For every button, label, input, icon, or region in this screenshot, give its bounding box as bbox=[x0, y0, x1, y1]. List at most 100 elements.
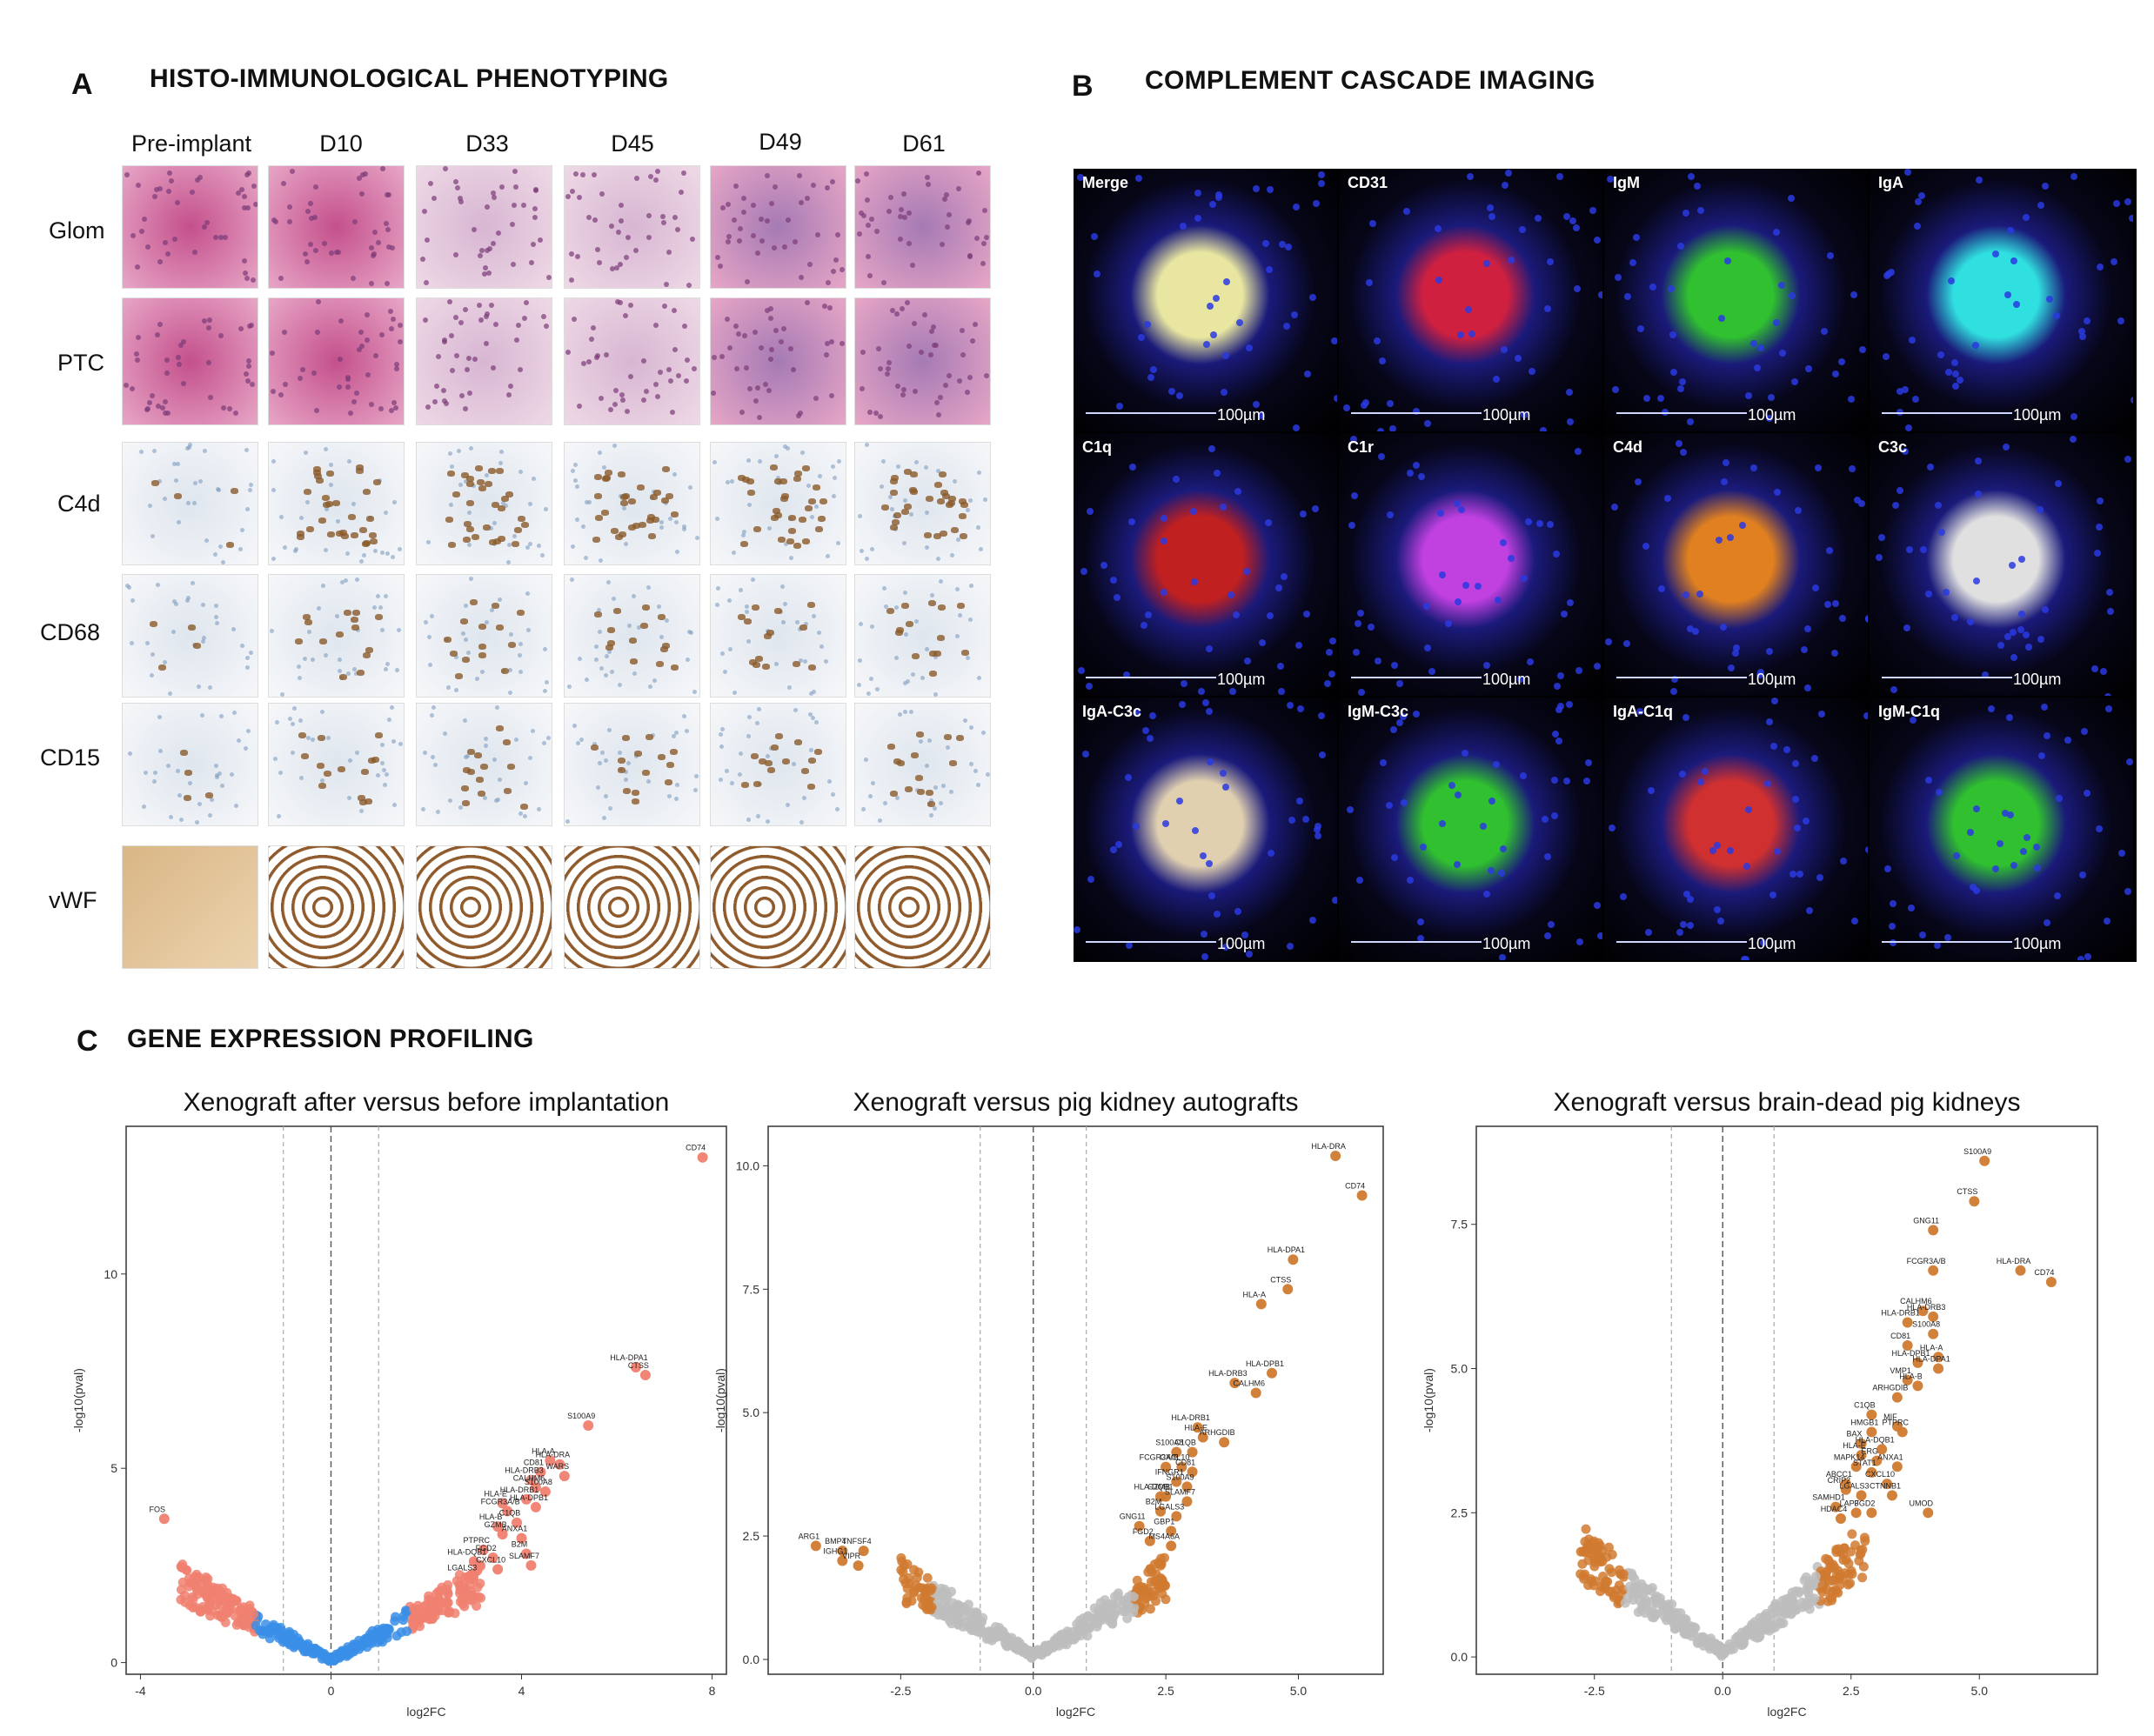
chart-title: Xenograft versus pig kidney autografts bbox=[853, 1088, 1299, 1117]
y-tick-label: 7.5 bbox=[743, 1282, 760, 1296]
scale-bar-label: 100µm bbox=[1482, 935, 1531, 952]
histology-image bbox=[268, 165, 405, 289]
scale-bar bbox=[1616, 412, 1747, 414]
gene-label: CTSS bbox=[1270, 1275, 1291, 1284]
gene-label: MS4A6A bbox=[1148, 1532, 1180, 1540]
labeled-gene-point bbox=[1856, 1438, 1867, 1449]
gene-label: GNG11 bbox=[1913, 1216, 1939, 1225]
gene-label: WARS bbox=[545, 1462, 569, 1471]
chart-title: Xenograft versus brain-dead pig kidneys bbox=[1554, 1088, 2021, 1117]
labeled-gene-point bbox=[1896, 1426, 1908, 1438]
histology-image bbox=[854, 297, 991, 425]
scale-bar bbox=[1351, 941, 1482, 943]
gene-point bbox=[1826, 1576, 1836, 1586]
y-tick-label: 0.0 bbox=[1451, 1650, 1468, 1664]
scale-bar-label: 100µm bbox=[1748, 935, 1796, 952]
histology-image bbox=[122, 845, 258, 969]
gene-label: HLA-DPB1 bbox=[1246, 1359, 1284, 1368]
y-tick-label: 0.0 bbox=[743, 1653, 760, 1666]
x-tick-label: 0.0 bbox=[1025, 1684, 1042, 1698]
gene-label: GZMB bbox=[485, 1520, 507, 1529]
gene-label: TNFSF4 bbox=[842, 1537, 872, 1546]
gene-point bbox=[472, 1582, 483, 1592]
fluorescence-image: IgA-C3c 100µm bbox=[1074, 698, 1337, 960]
gene-label: HLA-DPA1 bbox=[610, 1353, 647, 1362]
gene-label: S100A8 bbox=[1155, 1439, 1183, 1447]
gene-label: ARHGDIB bbox=[1200, 1428, 1235, 1437]
gene-point bbox=[1153, 1575, 1163, 1586]
histology-image bbox=[854, 703, 991, 826]
gene-point bbox=[398, 1611, 409, 1621]
labeled-gene-point bbox=[1166, 1526, 1177, 1537]
labeled-gene-point bbox=[1171, 1476, 1182, 1487]
gene-point bbox=[1757, 1613, 1768, 1624]
gene-point bbox=[1662, 1615, 1672, 1626]
labeled-gene-point bbox=[1197, 1432, 1208, 1443]
gene-label: HLA-DRB1 bbox=[1881, 1308, 1920, 1317]
gene-label: CD81 bbox=[1890, 1332, 1910, 1340]
scale-bar bbox=[1351, 412, 1482, 414]
gene-label: S100A8 bbox=[525, 1478, 552, 1486]
gene-label: CTNNB1 bbox=[1870, 1481, 1901, 1490]
labeled-gene-point bbox=[1176, 1461, 1187, 1472]
plot-frame bbox=[125, 1125, 727, 1675]
gene-point bbox=[441, 1597, 452, 1607]
gene-point bbox=[1603, 1542, 1614, 1552]
gene-label: HLA-E bbox=[1185, 1424, 1208, 1432]
labeled-gene-point bbox=[1166, 1540, 1177, 1552]
gene-label: CD74 bbox=[2034, 1268, 2054, 1277]
labeled-gene-point bbox=[1850, 1461, 1862, 1472]
gene-point bbox=[1825, 1592, 1836, 1603]
gene-point bbox=[1843, 1579, 1854, 1590]
gene-point bbox=[1100, 1595, 1110, 1606]
gene-point bbox=[1809, 1593, 1820, 1604]
scale-bar bbox=[1086, 941, 1216, 943]
gene-point bbox=[968, 1626, 979, 1636]
gene-label: HLA-DPB1 bbox=[1891, 1349, 1930, 1358]
gene-point bbox=[1768, 1608, 1778, 1619]
gene-point bbox=[990, 1629, 1000, 1639]
gene-label: HLA-A bbox=[1243, 1290, 1267, 1299]
labeled-gene-point bbox=[1912, 1380, 1923, 1392]
labeled-gene-point bbox=[1891, 1392, 1903, 1403]
gene-label: VIPR bbox=[842, 1552, 861, 1560]
volcano-plots: Xenograft after versus before implantati… bbox=[71, 1088, 2098, 1719]
labeled-gene-point bbox=[554, 1459, 565, 1470]
labeled-gene-point bbox=[2015, 1265, 2026, 1276]
gene-point bbox=[222, 1607, 232, 1618]
channel-label: C4d bbox=[1613, 438, 1643, 456]
x-axis-label: log2FC bbox=[406, 1705, 445, 1719]
panel-a-title: HISTO-IMMUNOLOGICAL PHENOTYPING bbox=[150, 64, 669, 93]
gene-label: STAT1 bbox=[1853, 1459, 1876, 1467]
channel-label: C1r bbox=[1348, 438, 1375, 456]
fluorescence-image: IgM 100µm bbox=[1604, 169, 1868, 431]
gene-point bbox=[908, 1587, 919, 1598]
labeled-gene-point bbox=[1134, 1520, 1145, 1532]
gene-point bbox=[372, 1637, 383, 1647]
x-tick-label: 5.0 bbox=[1290, 1684, 1308, 1698]
labeled-gene-point bbox=[478, 1545, 489, 1556]
gene-point bbox=[953, 1619, 963, 1630]
gene-point bbox=[1143, 1587, 1154, 1598]
gene-label: FCGR3A/B bbox=[1907, 1257, 1946, 1265]
gene-label: HLA-DPB1 bbox=[510, 1493, 548, 1502]
gene-label: GZMB bbox=[1147, 1483, 1170, 1492]
gene-point bbox=[1856, 1548, 1866, 1559]
gene-point bbox=[237, 1619, 248, 1629]
gene-label: HLA-A bbox=[532, 1446, 555, 1455]
gene-label: ABCC1 bbox=[1826, 1470, 1852, 1479]
gene-point bbox=[1859, 1532, 1870, 1543]
labeled-gene-point bbox=[1866, 1466, 1877, 1478]
gene-point bbox=[1145, 1604, 1155, 1614]
gene-point bbox=[244, 1600, 255, 1611]
labeled-gene-point bbox=[516, 1532, 527, 1544]
gene-label: HLA-E bbox=[1843, 1441, 1866, 1450]
labeled-gene-point bbox=[1181, 1496, 1193, 1507]
gene-point bbox=[239, 1609, 250, 1619]
gene-point bbox=[1112, 1591, 1122, 1601]
column-header: D33 bbox=[465, 130, 509, 157]
channel-label: Merge bbox=[1082, 174, 1129, 191]
gene-point bbox=[231, 1596, 242, 1606]
histology-image bbox=[564, 574, 700, 698]
histology-image bbox=[122, 165, 258, 289]
